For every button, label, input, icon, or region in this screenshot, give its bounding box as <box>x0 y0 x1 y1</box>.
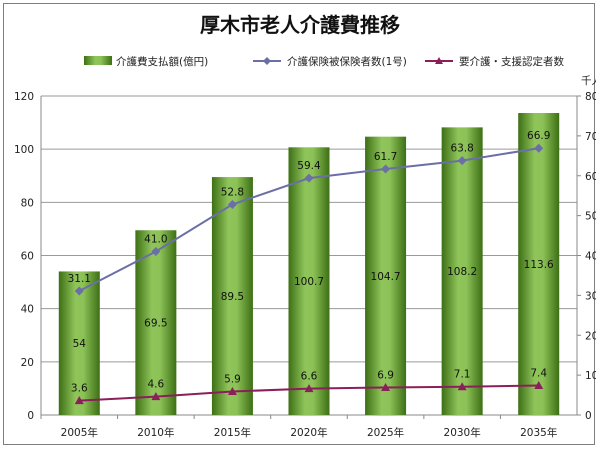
x-tick-label: 2015年 <box>214 426 251 439</box>
point-marker <box>227 199 237 209</box>
x-tick-label: 2025年 <box>367 426 404 439</box>
legend-marker-triangle <box>435 57 443 64</box>
point-marker <box>457 382 467 391</box>
point-marker <box>151 247 161 257</box>
y2-tick-label: 20 <box>585 330 596 342</box>
bar-data-label: 108.2 <box>447 266 477 278</box>
point-marker <box>74 286 84 296</box>
point-marker <box>381 382 391 391</box>
legend-label: 介護保険被保険者数(1号) <box>287 55 407 68</box>
point-data-label: 4.6 <box>148 379 165 391</box>
point-data-label: 7.1 <box>454 369 471 381</box>
point-marker <box>74 396 84 405</box>
y2-unit-label: 千人 <box>581 75 596 87</box>
point-data-label: 59.4 <box>297 160 321 172</box>
legend-marker-diamond <box>263 57 271 65</box>
y2-tick-label: 80 <box>585 91 596 103</box>
y-tick-label: 80 <box>21 197 34 209</box>
point-marker <box>381 164 391 174</box>
point-data-label: 6.9 <box>377 369 394 381</box>
y-tick-label: 20 <box>21 357 34 369</box>
bar-data-label: 54 <box>73 338 87 350</box>
point-marker <box>534 143 544 153</box>
point-marker <box>151 392 161 401</box>
point-marker <box>534 380 544 389</box>
point-data-label: 41.0 <box>144 234 167 246</box>
chart-title: 厚木市老人介護費推移 <box>200 13 400 37</box>
y2-tick-label: 50 <box>585 211 596 223</box>
y-tick-label: 60 <box>21 251 34 263</box>
point-marker <box>304 384 314 393</box>
legend-label: 要介護・支援認定者数 <box>459 55 564 68</box>
point-data-label: 66.9 <box>527 130 550 142</box>
point-data-label: 52.8 <box>221 186 244 198</box>
point-data-label: 61.7 <box>374 151 397 163</box>
y2-tick-label: 0 <box>585 410 592 422</box>
bar-data-label: 89.5 <box>221 291 244 303</box>
legend-label: 介護費支払額(億円) <box>116 55 208 68</box>
point-data-label: 3.6 <box>71 383 88 395</box>
bar-data-label: 104.7 <box>371 271 401 283</box>
point-data-label: 5.9 <box>224 373 241 385</box>
bar-1 <box>135 230 177 415</box>
y-tick-label: 120 <box>14 91 34 103</box>
bar-6 <box>518 113 560 415</box>
point-data-label: 31.1 <box>68 273 91 285</box>
y2-tick-label: 30 <box>585 290 596 302</box>
bar-data-label: 100.7 <box>294 276 324 288</box>
bar-2 <box>211 177 253 415</box>
bar-3 <box>288 147 330 415</box>
y-tick-label: 100 <box>14 144 34 156</box>
bar-data-label: 113.6 <box>524 259 554 271</box>
y2-tick-label: 60 <box>585 171 596 183</box>
bar-4 <box>365 136 407 416</box>
y-tick-label: 40 <box>21 304 34 316</box>
x-tick-label: 2030年 <box>444 426 481 439</box>
legend-swatch-bar <box>84 56 112 65</box>
y-tick-label: 0 <box>27 410 34 422</box>
point-marker <box>227 386 237 395</box>
x-tick-label: 2035年 <box>520 426 557 439</box>
point-marker <box>457 156 467 166</box>
point-data-label: 7.4 <box>530 367 547 379</box>
bar-data-label: 69.5 <box>144 318 167 330</box>
x-tick-label: 2020年 <box>290 426 327 439</box>
x-tick-label: 2010年 <box>137 426 174 439</box>
y2-tick-label: 10 <box>585 370 596 382</box>
point-marker <box>304 173 314 183</box>
y2-tick-label: 40 <box>585 251 596 263</box>
chart-frame: 厚木市老人介護費推移介護費支払額(億円) 介護保険被保険者数(1号) 要介護・支援認… <box>3 3 596 445</box>
point-data-label: 6.6 <box>301 371 318 383</box>
y2-tick-label: 70 <box>585 131 596 143</box>
x-tick-label: 2005年 <box>61 426 98 439</box>
point-data-label: 63.8 <box>450 143 473 155</box>
bar-5 <box>441 127 483 415</box>
